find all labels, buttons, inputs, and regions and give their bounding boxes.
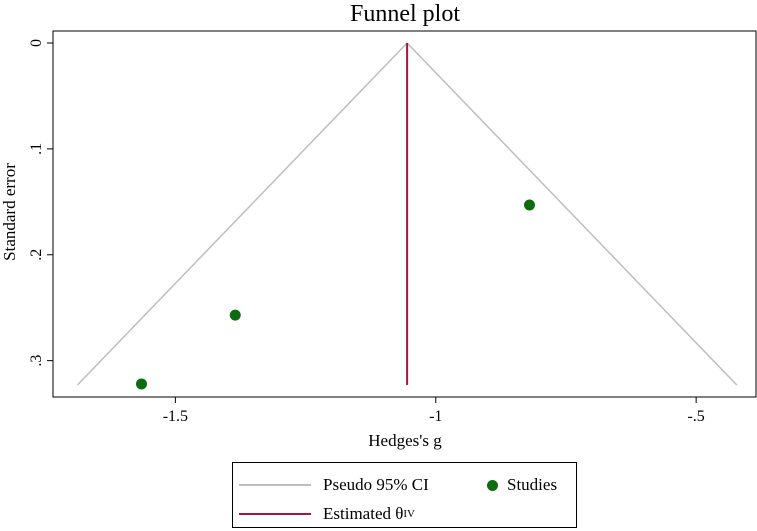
legend-estimate-superscript: IV: [403, 508, 415, 520]
ci-line-upper: [406, 42, 738, 386]
legend-ci-label: Pseudo 95% CI: [323, 475, 429, 494]
legend-item-ci: Pseudo 95% CI: [239, 475, 429, 495]
x-axis: -1.5 -1 -.5: [163, 397, 705, 425]
y-tick-label: .1: [28, 143, 45, 155]
study-point: [523, 199, 535, 211]
y-tick-label: .3: [28, 355, 45, 367]
legend-estimate-swatch: [239, 513, 311, 515]
legend-ci-swatch: [239, 484, 311, 486]
study-point: [136, 378, 148, 390]
y-axis-label: Standard error: [0, 163, 19, 261]
legend-estimate-label: Estimated θ: [323, 504, 404, 523]
legend: Pseudo 95% CI Studies Estimated θ IV: [232, 462, 577, 528]
legend-item-studies: Studies: [487, 475, 557, 495]
x-axis-label: Hedges's g: [368, 431, 442, 450]
chart-marks: [76, 42, 738, 390]
legend-studies-swatch: [487, 479, 498, 491]
y-tick-label: .2: [28, 249, 45, 261]
study-point: [229, 309, 241, 321]
y-tick-label: 0: [28, 39, 45, 47]
x-tick-label: -1.5: [163, 408, 188, 425]
legend-item-estimate: Estimated θ IV: [239, 504, 415, 524]
x-tick-label: -1: [429, 408, 442, 425]
x-tick-label: -.5: [687, 408, 704, 425]
legend-studies-label: Studies: [507, 475, 558, 494]
y-axis: 0 .1 .2 .3: [28, 39, 53, 367]
plot-area: [52, 30, 757, 398]
ci-line-lower: [76, 42, 408, 386]
chart-title: Funnel plot: [350, 1, 460, 27]
